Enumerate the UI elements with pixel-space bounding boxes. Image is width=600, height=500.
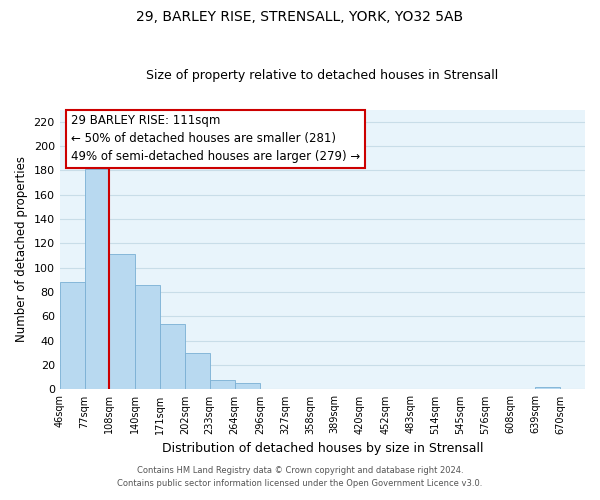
Bar [535,387,560,390]
Title: Size of property relative to detached houses in Strensall: Size of property relative to detached ho… [146,69,499,82]
Bar [135,285,160,390]
Bar [160,324,185,390]
Text: 29, BARLEY RISE, STRENSALL, YORK, YO32 5AB: 29, BARLEY RISE, STRENSALL, YORK, YO32 5… [136,10,464,24]
Bar [85,169,109,390]
X-axis label: Distribution of detached houses by size in Strensall: Distribution of detached houses by size … [161,442,483,455]
Text: Contains HM Land Registry data © Crown copyright and database right 2024.
Contai: Contains HM Land Registry data © Crown c… [118,466,482,487]
Text: 29 BARLEY RISE: 111sqm
← 50% of detached houses are smaller (281)
49% of semi-de: 29 BARLEY RISE: 111sqm ← 50% of detached… [71,114,360,164]
Bar [59,282,85,390]
Bar [235,384,260,390]
Bar [109,254,135,390]
Bar [209,380,235,390]
Y-axis label: Number of detached properties: Number of detached properties [15,156,28,342]
Bar [185,353,209,390]
